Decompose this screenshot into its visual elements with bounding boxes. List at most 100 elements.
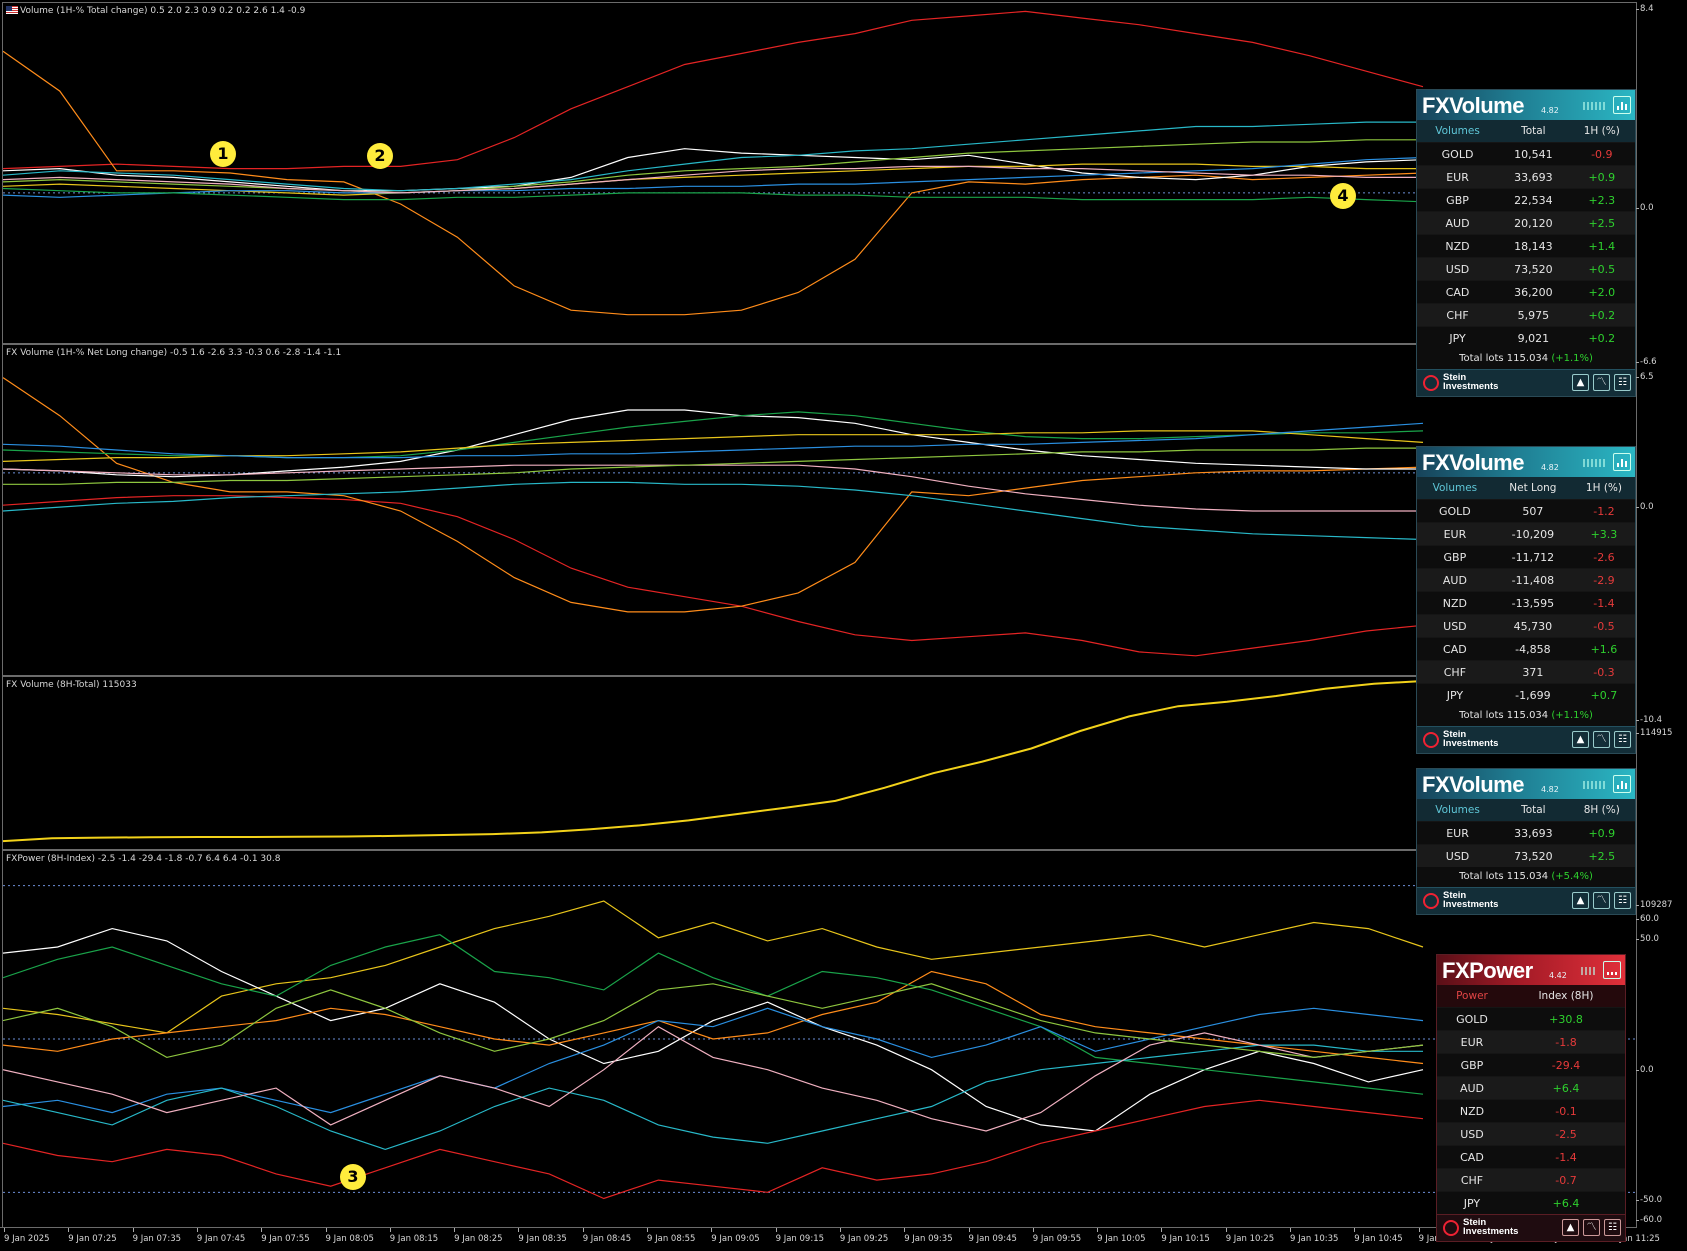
currency-cell: NZD — [1437, 1099, 1507, 1123]
series-line-aud — [3, 50, 1424, 316]
series-line-gold — [3, 430, 1424, 462]
bar-chart-icon[interactable] — [1613, 453, 1631, 471]
plot-1h-net-long — [3, 377, 1636, 657]
value-cell: -29.4 — [1506, 1053, 1625, 1077]
table-row: EUR -10,209 +3.3 — [1417, 522, 1635, 546]
widget-title: FXVolume — [1422, 93, 1524, 118]
table-row: CHF 371 -0.3 — [1417, 660, 1635, 684]
value-cell: -13,595 — [1492, 591, 1573, 615]
time-label: 9 Jan 09:05 — [711, 1228, 760, 1244]
axis-p3-bottom: 109287 — [1635, 900, 1673, 910]
brand-name: Stein Investments — [1463, 1217, 1519, 1237]
col-header: Volumes — [1417, 799, 1499, 822]
currency-cell: GBP — [1417, 188, 1499, 212]
series-line-aud — [3, 970, 1424, 1065]
series-line-chf — [3, 464, 1423, 512]
time-label: 9 Jan 10:25 — [1225, 1228, 1275, 1244]
series-line-usd — [3, 156, 1424, 198]
value-cell: 45,730 — [1492, 614, 1573, 638]
series-line-gold — [3, 163, 1423, 196]
series-line-gold — [3, 900, 1424, 1034]
col-header: Power — [1437, 985, 1507, 1008]
value-cell: 73,520 — [1498, 844, 1569, 867]
pane-1h-net-long-change: FX Volume (1H-% Net Long change) -0.5 1.… — [2, 344, 1637, 676]
table-row: CAD 36,200 +2.0 — [1417, 280, 1635, 304]
widget-header[interactable]: FXVolume 4.82 — [1417, 769, 1635, 799]
axis-p4-minus50: -50.0 — [1636, 1195, 1662, 1205]
col-header: Volumes — [1417, 477, 1493, 500]
bell-icon[interactable]: ▲ — [1562, 1219, 1579, 1236]
value-cell: 9,021 — [1498, 326, 1569, 349]
col-header: Total — [1498, 120, 1569, 143]
currency-cell: JPY — [1437, 1191, 1507, 1214]
grid-dots-icon[interactable] — [1603, 961, 1621, 979]
table-icon[interactable]: ☷ — [1614, 731, 1631, 748]
table-row: EUR 33,693 +0.9 — [1417, 821, 1635, 845]
time-label: 9 Jan 07:35 — [132, 1228, 182, 1244]
value-cell: 33,693 — [1498, 165, 1569, 189]
bell-icon[interactable]: ▲ — [1572, 731, 1589, 748]
marker-1: 1 — [210, 141, 236, 167]
time-label: 9 Jan 07:45 — [196, 1228, 246, 1244]
series-line-cad — [3, 1044, 1423, 1151]
fxvolume-widget-net-long[interactable]: FXVolume 4.82 Volumes Net Long 1H (%) GO… — [1416, 446, 1636, 754]
currency-cell: GBP — [1417, 545, 1493, 569]
time-label: 9 Jan 08:35 — [518, 1228, 567, 1244]
line-chart-icon[interactable]: 〽 — [1593, 374, 1610, 391]
value-cell: +2.5 — [1568, 844, 1635, 867]
widget-version: 4.82 — [1541, 106, 1559, 115]
table-row: GOLD 507 -1.2 — [1417, 499, 1635, 523]
fxvolume-widget-8h[interactable]: FXVolume 4.82 Volumes Total 8H (%) EUR 33… — [1416, 768, 1636, 915]
currency-cell: JPY — [1417, 683, 1493, 706]
table-icon[interactable]: ☷ — [1614, 374, 1631, 391]
bar-chart-icon[interactable] — [1613, 96, 1631, 114]
stein-logo-icon — [1443, 1220, 1459, 1236]
us-flag-icon — [6, 6, 18, 14]
table-row: EUR -1.8 — [1437, 1030, 1625, 1054]
line-chart-icon[interactable]: 〽 — [1593, 892, 1610, 909]
value-cell: +0.5 — [1568, 257, 1635, 281]
line-chart-icon[interactable]: 〽 — [1583, 1219, 1600, 1236]
value-cell: -0.9 — [1568, 142, 1635, 166]
table-row: NZD -0.1 — [1437, 1099, 1625, 1123]
widget-header[interactable]: FXVolume 4.82 — [1417, 90, 1635, 120]
bell-icon[interactable]: ▲ — [1572, 374, 1589, 391]
signal-dots-icon — [1583, 781, 1605, 789]
series-line-jpy — [3, 447, 1423, 485]
value-cell: +0.9 — [1568, 821, 1635, 845]
axis-p1-top: 8.4 — [1636, 4, 1654, 14]
line-chart-icon[interactable]: 〽 — [1593, 731, 1610, 748]
widget-header[interactable]: FXPower 4.42 — [1437, 955, 1625, 985]
currency-cell: GBP — [1437, 1053, 1507, 1077]
time-label: 9 Jan 09:45 — [968, 1228, 1017, 1244]
series-line-aud — [3, 377, 1424, 613]
time-label: 9 Jan 09:55 — [1032, 1228, 1082, 1244]
plot-fxpower — [3, 885, 1636, 1200]
axis-p2-zero: 0.0 — [1636, 502, 1654, 512]
brand-name: Stein Investments — [1443, 890, 1499, 910]
fxpower-widget[interactable]: FXPower 4.42 Power Index (8H) GOLD +30.8 E… — [1436, 954, 1626, 1242]
table-row: GOLD +30.8 — [1437, 1007, 1625, 1031]
series-line-gbp — [3, 495, 1424, 657]
table-row: GBP 22,534 +2.3 — [1417, 188, 1635, 212]
table-row: NZD 18,143 +1.4 — [1417, 234, 1635, 258]
currency-cell: AUD — [1417, 568, 1493, 592]
table-row: GBP -29.4 — [1437, 1053, 1625, 1077]
value-cell: -11,712 — [1492, 545, 1573, 569]
value-cell: +2.3 — [1568, 188, 1635, 212]
value-cell: +0.2 — [1568, 326, 1635, 349]
bell-icon[interactable]: ▲ — [1572, 892, 1589, 909]
series-line-jpy — [3, 139, 1423, 194]
fxvolume-widget-total[interactable]: FXVolume 4.82 Volumes Total 1H (%) GOLD 1… — [1416, 89, 1636, 397]
value-cell: +0.9 — [1568, 165, 1635, 189]
currency-cell: EUR — [1437, 1030, 1507, 1054]
widget-table: Volumes Total 8H (%) EUR 33,693 +0.9 USD 73,… — [1417, 799, 1635, 867]
col-header: Total — [1498, 799, 1569, 822]
table-icon[interactable]: ☷ — [1614, 892, 1631, 909]
time-label: 9 Jan 09:35 — [904, 1228, 953, 1244]
series-line-eur — [3, 927, 1424, 1132]
bar-chart-icon[interactable] — [1613, 775, 1631, 793]
table-icon[interactable]: ☷ — [1604, 1219, 1621, 1236]
table-row: CHF -0.7 — [1437, 1168, 1625, 1192]
widget-header[interactable]: FXVolume 4.82 — [1417, 447, 1635, 477]
